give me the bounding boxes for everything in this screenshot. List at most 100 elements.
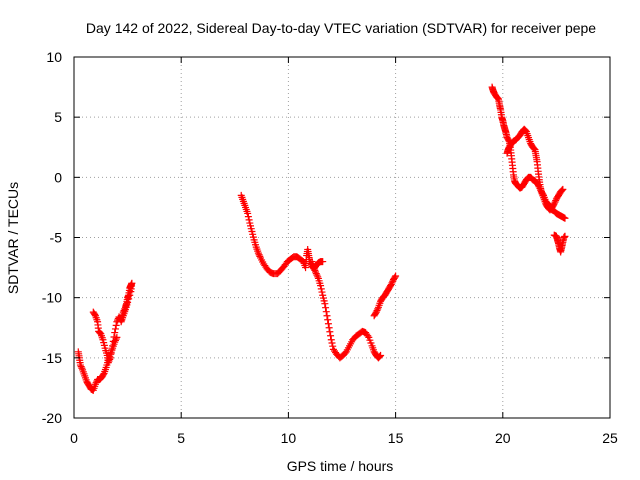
data-point-marker: [77, 363, 85, 371]
data-point-marker: [310, 265, 318, 273]
data-point-marker: [521, 126, 529, 134]
data-point-marker: [324, 320, 332, 328]
data-point-marker: [551, 198, 559, 206]
data-point-marker: [559, 185, 567, 193]
data-point-marker: [110, 333, 118, 341]
data-point-marker: [530, 144, 538, 152]
data-point-marker: [111, 329, 119, 337]
data-point-marker: [126, 291, 134, 299]
data-point-marker: [127, 288, 135, 296]
x-tick-label: 20: [495, 430, 511, 446]
data-point-marker: [108, 346, 116, 354]
data-point-marker: [112, 321, 120, 329]
data-point-marker: [106, 354, 114, 362]
data-point-marker: [104, 359, 112, 367]
data-point-marker: [106, 355, 114, 363]
data-point-marker: [558, 186, 566, 194]
data-point-marker: [109, 342, 117, 350]
data-point-marker: [364, 332, 372, 340]
data-points: [74, 83, 569, 394]
data-point-marker: [244, 209, 252, 217]
data-point-marker: [76, 361, 84, 369]
data-point-marker: [109, 337, 117, 345]
y-tick-label: -20: [42, 410, 62, 426]
x-tick-label: 5: [177, 430, 185, 446]
y-axis-label: SDTVAR / TECUs: [5, 182, 21, 294]
data-point-marker: [328, 339, 336, 347]
data-point-marker: [325, 324, 333, 332]
y-tick-label: -10: [42, 290, 62, 306]
data-point-marker: [111, 325, 119, 333]
y-tick-label: 0: [54, 169, 62, 185]
data-point-marker: [91, 380, 99, 388]
y-tick-label: -15: [42, 350, 62, 366]
data-point-marker: [329, 342, 337, 350]
data-point-marker: [327, 332, 335, 340]
data-point-marker: [387, 280, 395, 288]
data-point-marker: [388, 279, 396, 287]
data-point-marker: [244, 213, 252, 221]
data-point-marker: [322, 304, 330, 312]
y-tick-label: -5: [50, 230, 63, 246]
x-tick-label: 25: [602, 430, 618, 446]
data-point-marker: [327, 336, 335, 344]
data-point-marker: [376, 352, 384, 360]
data-point-marker: [256, 252, 264, 260]
data-point-marker: [254, 249, 262, 257]
data-point-marker: [91, 311, 99, 319]
series-2: [89, 279, 136, 367]
x-tick-labels: 0 5 10 15 20 25: [70, 430, 618, 446]
data-point-marker: [561, 232, 569, 240]
data-point-marker: [374, 305, 382, 313]
data-point-marker: [323, 312, 331, 320]
data-point-marker: [321, 300, 329, 308]
y-tick-label: 5: [54, 109, 62, 125]
x-axis-label: GPS time / hours: [287, 458, 394, 474]
data-point-marker: [326, 328, 334, 336]
data-point-marker: [319, 258, 327, 266]
y-tick-label: 10: [46, 49, 62, 65]
data-point-marker: [324, 316, 332, 324]
data-point-marker: [317, 285, 325, 293]
data-point-marker: [391, 273, 399, 281]
axis-ticks: [73, 56, 611, 419]
data-point-marker: [392, 272, 400, 280]
data-point-marker: [99, 371, 107, 379]
data-point-marker: [318, 288, 326, 296]
series-8: [544, 202, 569, 222]
data-point-marker: [373, 307, 381, 315]
data-point-marker: [493, 94, 501, 102]
data-point-marker: [245, 216, 253, 224]
data-point-marker: [322, 308, 330, 316]
x-tick-label: 10: [281, 430, 297, 446]
data-point-marker: [125, 295, 133, 303]
chart-title: Day 142 of 2022, Sidereal Day-to-day VTE…: [86, 20, 596, 36]
data-point-marker: [557, 187, 565, 195]
series-5: [370, 272, 400, 320]
x-tick-label: 15: [388, 430, 404, 446]
series-9: [550, 231, 569, 256]
data-point-marker: [375, 353, 383, 361]
data-point-marker: [561, 214, 569, 222]
grid-lines: [74, 57, 610, 418]
data-point-marker: [313, 271, 321, 279]
series-7: [503, 125, 567, 211]
data-point-marker: [505, 136, 513, 144]
data-point-marker: [312, 270, 320, 278]
data-point-marker: [78, 364, 86, 372]
y-tick-labels: -20 -15 -10 -5 0 5 10: [42, 49, 62, 426]
data-point-marker: [107, 350, 115, 358]
data-point-marker: [314, 273, 322, 281]
data-point-marker: [377, 351, 385, 359]
x-tick-label: 0: [70, 430, 78, 446]
data-point-marker: [317, 282, 325, 290]
data-point-marker: [311, 266, 319, 274]
data-point-marker: [312, 268, 320, 276]
series-4: [308, 258, 385, 362]
data-point-marker: [117, 318, 125, 326]
data-point-marker: [95, 328, 103, 336]
data-point-marker: [111, 338, 119, 346]
data-point-marker: [105, 357, 113, 365]
data-point-marker: [255, 251, 263, 259]
